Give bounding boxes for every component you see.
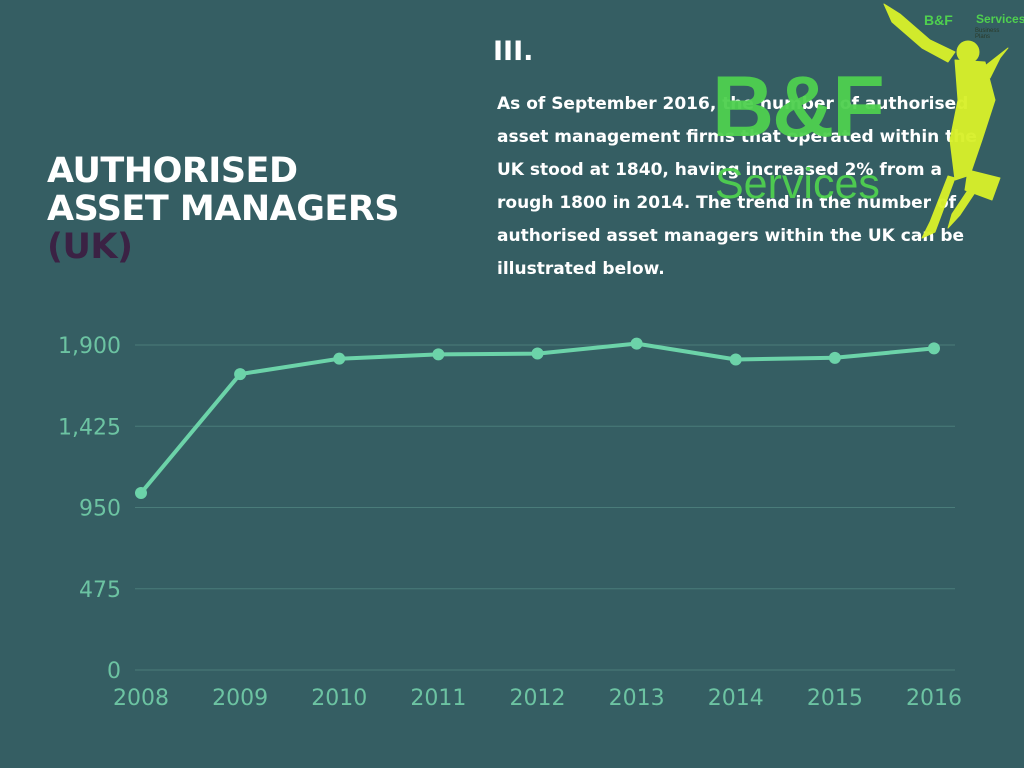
data-points [135,337,940,499]
data-point [333,352,346,365]
x-axis-ticks: 2008 2009 2010 2011 2012 2013 2014 2015 2016 [113,686,962,711]
x-tick-label: 2014 [708,686,764,711]
data-point [432,348,445,361]
description-text: As of September 2016, the number of auth… [497,94,977,279]
series-line [139,341,935,495]
y-axis-ticks: 0 475 950 1,425 1,900 [58,334,121,684]
x-tick-label: 2010 [311,686,367,711]
x-tick-label: 2013 [609,686,665,711]
title-line-3: (UK) [47,227,133,267]
x-tick-label: 2009 [212,686,268,711]
y-tick-label: 950 [79,497,121,522]
data-point [135,486,147,499]
data-point [928,342,940,355]
x-tick-label: 2008 [113,686,169,711]
x-tick-label: 2012 [510,686,566,711]
x-tick-label: 2011 [410,686,466,711]
y-tick-label: 1,425 [58,415,121,440]
title-line-2: ASSET MANAGERS [47,189,400,229]
data-point [729,353,742,366]
y-tick-label: 1,900 [58,334,121,359]
section-number: III. [493,36,534,67]
data-point [630,337,643,350]
x-tick-label: 2016 [906,686,962,711]
y-tick-label: 0 [107,659,121,684]
chart-gridlines [135,344,955,671]
y-tick-label: 475 [79,578,121,603]
data-point [531,347,544,360]
title-line-1: AUTHORISED [47,151,298,191]
x-tick-label: 2015 [807,686,863,711]
page-title: AUTHORISED ASSET MANAGERS (UK) [47,151,400,267]
data-point [828,351,841,364]
data-point [234,368,247,381]
